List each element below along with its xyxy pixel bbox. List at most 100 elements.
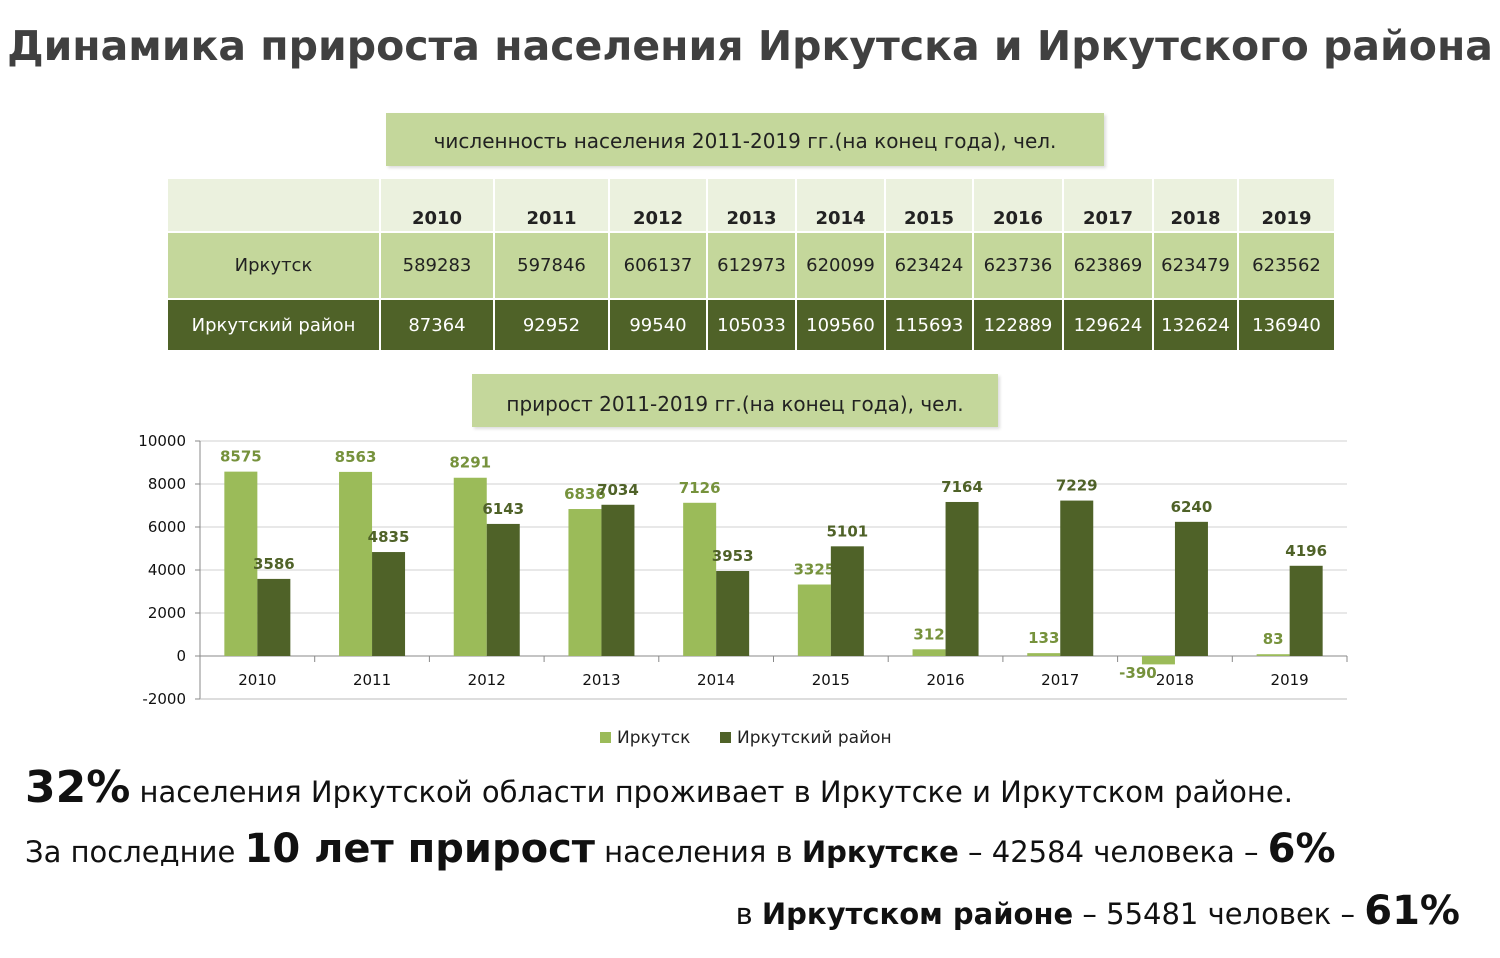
data-label: 133 [1028,629,1059,647]
year-header: 2012 [608,177,708,233]
year-header: 2011 [493,177,610,233]
data-label: 3953 [712,547,754,565]
table-cell: 589283 [379,231,495,300]
data-label: 312 [913,625,944,643]
data-label: 7164 [941,478,983,496]
table-row: Иркутск 589283 597846 606137 612973 620099 623… [166,231,1336,300]
x-tick-label: 2018 [1156,671,1194,689]
summary-district: Иркутском районе [761,897,1074,931]
legend-swatch [720,732,731,743]
table-caption: численность населения 2011-2019 гг.(на к… [386,113,1104,166]
data-label: 8291 [449,454,491,472]
table-cell: 132624 [1152,298,1239,352]
table-cell: 99540 [608,298,708,352]
year-header: 2010 [379,177,495,233]
year-header: 2014 [795,177,886,233]
table-cell: 122889 [972,298,1064,352]
data-label: 7229 [1056,477,1098,495]
chart-caption: прирост 2011-2019 гг.(на конец года), че… [472,374,998,427]
bar-city [339,471,373,656]
bar-district [372,552,406,656]
table-cell: 623479 [1152,231,1239,300]
bar-city [224,471,258,656]
x-tick-label: 2015 [812,671,850,689]
summary-text: в [735,897,762,931]
y-tick-label: 2000 [148,604,186,622]
table-cell: 623736 [972,231,1064,300]
population-table: 2010 2011 2012 2013 2014 2015 2016 2017 … [166,177,1336,352]
bar-district [830,546,864,656]
y-tick-label: 8000 [148,475,186,493]
table-header-row: 2010 2011 2012 2013 2014 2015 2016 2017 … [166,177,1336,233]
y-tick-label: 6000 [148,518,186,536]
legend-swatch [600,732,611,743]
summary-text: За последние [25,835,245,869]
legend-label: Иркутский район [737,728,892,748]
data-label: -390 [1119,664,1157,682]
table-cell: 136940 [1237,298,1336,352]
x-tick-label: 2010 [238,671,276,689]
bar-district [1174,521,1208,656]
data-label: 6836 [564,485,606,503]
table-cell: 597846 [493,231,610,300]
summary-line-2: За последние 10 лет прирост населения в … [25,826,1336,872]
summary-text: – 55481 человек – [1073,897,1365,931]
bar-city [1141,656,1175,665]
x-tick-label: 2012 [468,671,506,689]
row-label: Иркутск [166,231,381,300]
bar-city [453,477,487,656]
table-cell: 620099 [795,231,886,300]
bar-district [486,523,520,656]
table-cell: 612973 [706,231,797,300]
data-label: 3586 [253,555,295,573]
year-header: 2013 [706,177,797,233]
year-header: 2019 [1237,177,1336,233]
data-label: 4835 [368,528,410,546]
x-tick-label: 2019 [1271,671,1309,689]
y-tick-label: 0 [176,647,186,665]
y-tick-label: 4000 [148,561,186,579]
data-label: 3325 [793,561,835,579]
bar-city [568,509,602,656]
summary-text: населения Иркутской области проживает в … [130,775,1293,809]
x-tick-label: 2017 [1041,671,1079,689]
data-label: 83 [1263,630,1284,648]
bar-district [716,571,750,656]
summary-line-3: в Иркутском районе – 55481 человек – 61% [736,888,1460,934]
page-title: Динамика прироста населения Иркутска и И… [7,22,1493,70]
table-row: Иркутский район 87364 92952 99540 105033 1095… [166,298,1336,352]
year-header: 2018 [1152,177,1239,233]
legend-label: Иркутск [617,728,690,748]
row-label: Иркутский район [166,298,381,352]
x-tick-label: 2011 [353,671,391,689]
bar-district [945,501,979,656]
bar-district [1060,500,1094,656]
bar-city [1027,653,1061,656]
bar-city [1256,654,1290,656]
table-cell: 109560 [795,298,886,352]
summary-text: – 42584 человека – [958,835,1268,869]
summary-city: Иркутске [801,835,959,869]
data-label: 5101 [826,522,868,540]
bar-city [912,649,946,656]
table-cell: 129624 [1062,298,1154,352]
x-tick-label: 2013 [582,671,620,689]
header-empty-cell [166,177,381,233]
summary-percent: 61% [1364,888,1460,934]
data-label: 4196 [1285,542,1327,560]
table-cell: 87364 [379,298,495,352]
table-cell: 606137 [608,231,708,300]
bar-district [601,504,635,656]
data-label: 6240 [1171,498,1213,516]
y-tick-label: -2000 [142,690,186,708]
data-label: 8563 [335,448,377,466]
year-header: 2017 [1062,177,1154,233]
data-label: 8575 [220,448,262,466]
table-cell: 105033 [706,298,797,352]
table-cell: 623562 [1237,231,1336,300]
bar-district [1289,565,1323,656]
summary-percent: 6% [1267,826,1336,872]
summary-percent-32: 32% [25,762,131,813]
bar-district [257,578,291,656]
summary-line-1: 32% населения Иркутской области проживае… [25,762,1293,813]
